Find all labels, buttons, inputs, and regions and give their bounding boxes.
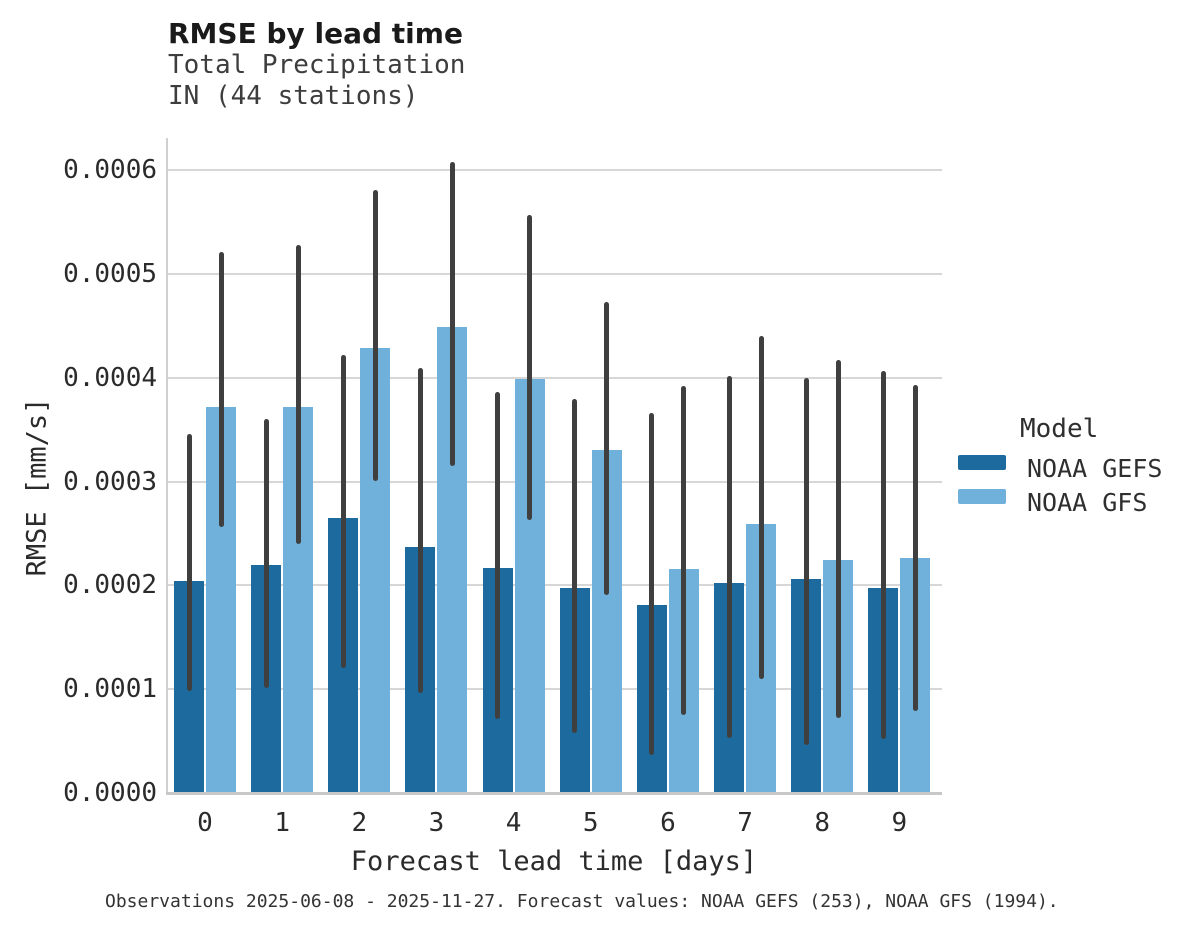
errorbar-noaa-gfs-lead4	[527, 214, 533, 520]
errorbar-noaa-gfs-lead6	[681, 385, 687, 716]
gridline-0.0006	[166, 169, 942, 171]
gridline-0.0001	[166, 688, 942, 691]
chart-subtitle-line2: IN (44 stations)	[168, 81, 419, 111]
gridline-0.0003	[166, 480, 942, 483]
errorbar-noaa-gefs-lead0	[186, 433, 192, 692]
legend-label-noaa-gefs: NOAA GEFS	[1027, 454, 1163, 483]
y-tick-label-0.0001: 0.0001	[63, 674, 157, 705]
x-axis-title: Forecast lead time [days]	[350, 846, 758, 877]
x-tick-label-8: 8	[814, 808, 831, 838]
errorbar-noaa-gefs-lead8	[803, 377, 809, 746]
y-axis-spine	[166, 138, 168, 794]
x-tick-label-7: 7	[737, 808, 753, 838]
gridline-0.0004	[166, 376, 942, 379]
x-tick-label-9: 9	[891, 808, 908, 838]
errorbar-noaa-gefs-lead5	[572, 399, 578, 733]
errorbar-noaa-gfs-lead9	[912, 384, 918, 711]
y-tick-label-0.0006: 0.0006	[63, 155, 157, 185]
legend-swatch-noaa-gfs	[958, 489, 1006, 504]
chart-title: RMSE by lead time	[168, 17, 463, 50]
y-tick-label-0.0002: 0.0002	[63, 570, 157, 601]
errorbar-noaa-gfs-lead5	[604, 301, 610, 595]
plot-area	[166, 138, 942, 796]
x-tick-label-2: 2	[351, 808, 368, 838]
errorbar-noaa-gfs-lead3	[449, 161, 455, 466]
caption: Observations 2025-06-08 - 2025-11-27. Fo…	[105, 891, 1059, 912]
errorbar-noaa-gfs-lead7	[758, 336, 764, 679]
x-tick-label-0: 0	[197, 808, 213, 838]
errorbar-noaa-gefs-lead4	[495, 392, 501, 720]
x-tick-label-5: 5	[582, 808, 599, 838]
x-tick-label-4: 4	[505, 808, 522, 838]
y-tick-label-0.0005: 0.0005	[63, 258, 157, 289]
errorbar-noaa-gfs-lead1	[295, 244, 301, 544]
errorbar-noaa-gefs-lead2	[340, 354, 346, 669]
errorbar-noaa-gfs-lead8	[835, 360, 841, 719]
errorbar-noaa-gefs-lead3	[417, 368, 423, 694]
gridline-0.0005	[166, 272, 942, 275]
errorbar-noaa-gefs-lead7	[726, 375, 732, 738]
x-tick-label-3: 3	[428, 808, 445, 838]
errorbar-noaa-gfs-lead2	[372, 189, 378, 482]
y-tick-label-0.0003: 0.0003	[63, 466, 157, 497]
chart-subtitle-line1: Total Precipitation	[168, 50, 466, 80]
legend-title: Model	[1020, 414, 1099, 444]
x-tick-label-1: 1	[274, 808, 290, 838]
y-tick-label-0.0000: 0.0000	[63, 778, 157, 808]
y-tick-label-0.0004: 0.0004	[63, 362, 157, 393]
x-axis-baseline	[166, 792, 942, 795]
gridline-0.0002	[166, 584, 942, 587]
x-tick-label-6: 6	[660, 808, 676, 838]
errorbar-noaa-gefs-lead6	[649, 412, 655, 755]
errorbar-noaa-gefs-lead9	[880, 371, 886, 739]
chart-subtitle: Total Precipitation IN (44 stations)	[168, 50, 465, 112]
legend-label-noaa-gfs: NOAA GFS	[1027, 488, 1148, 517]
errorbar-noaa-gfs-lead0	[218, 252, 224, 528]
errorbar-noaa-gefs-lead1	[263, 419, 269, 689]
legend-swatch-noaa-gefs	[958, 455, 1006, 470]
